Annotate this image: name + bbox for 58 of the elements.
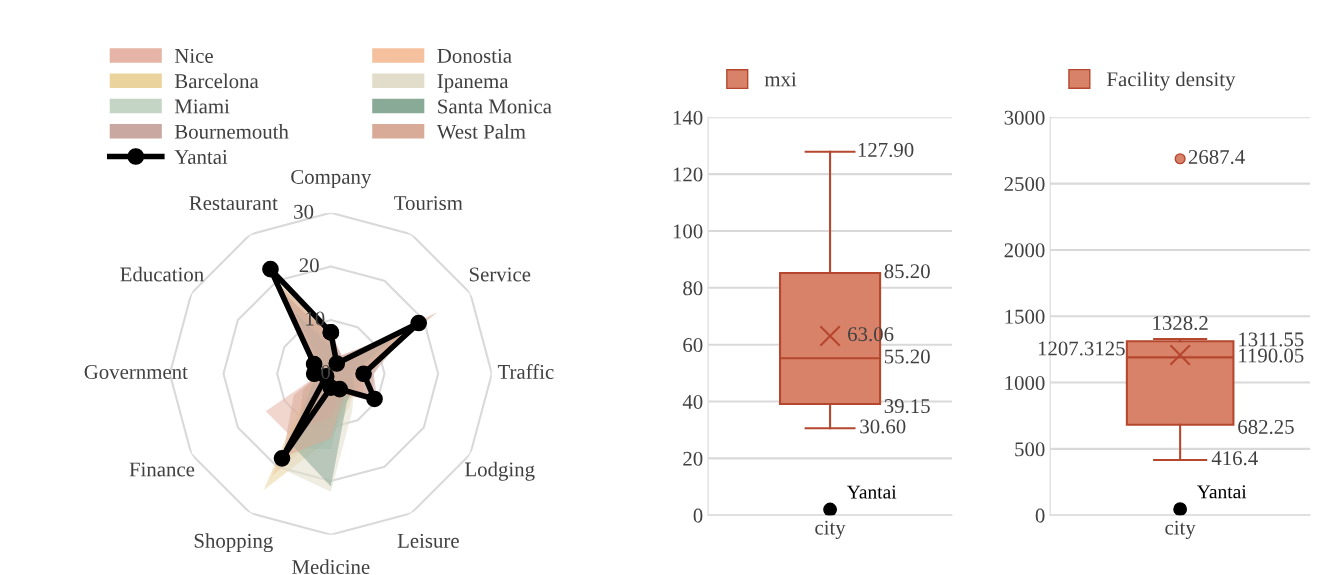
spoke-label: Leisure [397,533,459,548]
y-tick-label: 120 [673,167,703,182]
annotation: 416.4 [1211,451,1258,466]
y-tick-label: 0 [1035,508,1045,523]
y-tick-label: 20 [299,258,319,273]
series-label: Yantai [846,485,897,499]
spoke-label: Government [84,364,188,379]
x-tick-label: city [815,520,846,539]
y-tick-label: 30 [294,204,314,219]
y-tick-label: 140 [673,110,703,125]
legend-label: Nice [174,48,213,63]
annotation: 1311.55 [1239,332,1304,347]
legend-label: Donostia [437,48,512,63]
annotation: 682.25 [1238,419,1294,434]
annotation: 39.15 [884,399,930,414]
annotation: 1207.3125 [1038,341,1125,356]
legend-label: West Palm [436,124,526,139]
y-tick-label: 2000 [1004,243,1045,258]
spoke-label: Restaurant [189,196,278,211]
annotation: 1190.05 [1239,348,1304,363]
y-tick-label: 100 [673,224,703,239]
legend-label: Yantai [174,150,228,165]
x-tick-label: city [1165,520,1196,539]
y-tick-label: 500 [1015,442,1045,457]
legend-label: Facility density [1107,71,1236,91]
y-tick-label: 60 [683,338,703,353]
y-tick-label: 0 [321,364,331,379]
y-tick-label: 2500 [1004,176,1045,192]
legend-label: Santa Monica [438,99,552,114]
annotation: 2687.4 [1188,149,1245,165]
series-label: Yantai [1197,485,1247,499]
y-tick-label: 1000 [1005,375,1045,390]
y-tick-label: 10 [306,311,325,326]
y-tick-label: 20 [683,451,703,466]
legend-label: Bournemouth [174,124,289,139]
annotation: 55.20 [884,349,930,364]
y-tick-label: 0 [693,508,703,523]
legend-label: Miami [174,99,230,114]
legend-label: Barcelona [174,73,259,89]
annotation: 127.90 [858,142,914,157]
legend-label: mxi [764,72,797,87]
spoke-label: Shopping [194,533,273,553]
spoke-label: Service [469,267,531,282]
annotation: 1328.2 [1153,315,1208,331]
legend-label: Ipanema [437,74,509,93]
y-tick-label: 40 [682,394,703,409]
spoke-label: Lodging [465,461,535,481]
y-tick-label: 1500 [1005,309,1045,324]
spoke-label: Education [120,266,204,282]
annotation: 85.20 [884,264,930,279]
spoke-label: Finance [129,462,195,477]
y-tick-label: 80 [683,281,703,296]
spoke-label: Company [291,169,372,189]
y-tick-label: 3000 [1004,110,1045,125]
spoke-label: Medicine [292,559,370,574]
annotation: 30.60 [860,419,906,434]
spoke-label: Traffic [497,364,554,379]
spoke-label: Tourism [394,196,463,211]
